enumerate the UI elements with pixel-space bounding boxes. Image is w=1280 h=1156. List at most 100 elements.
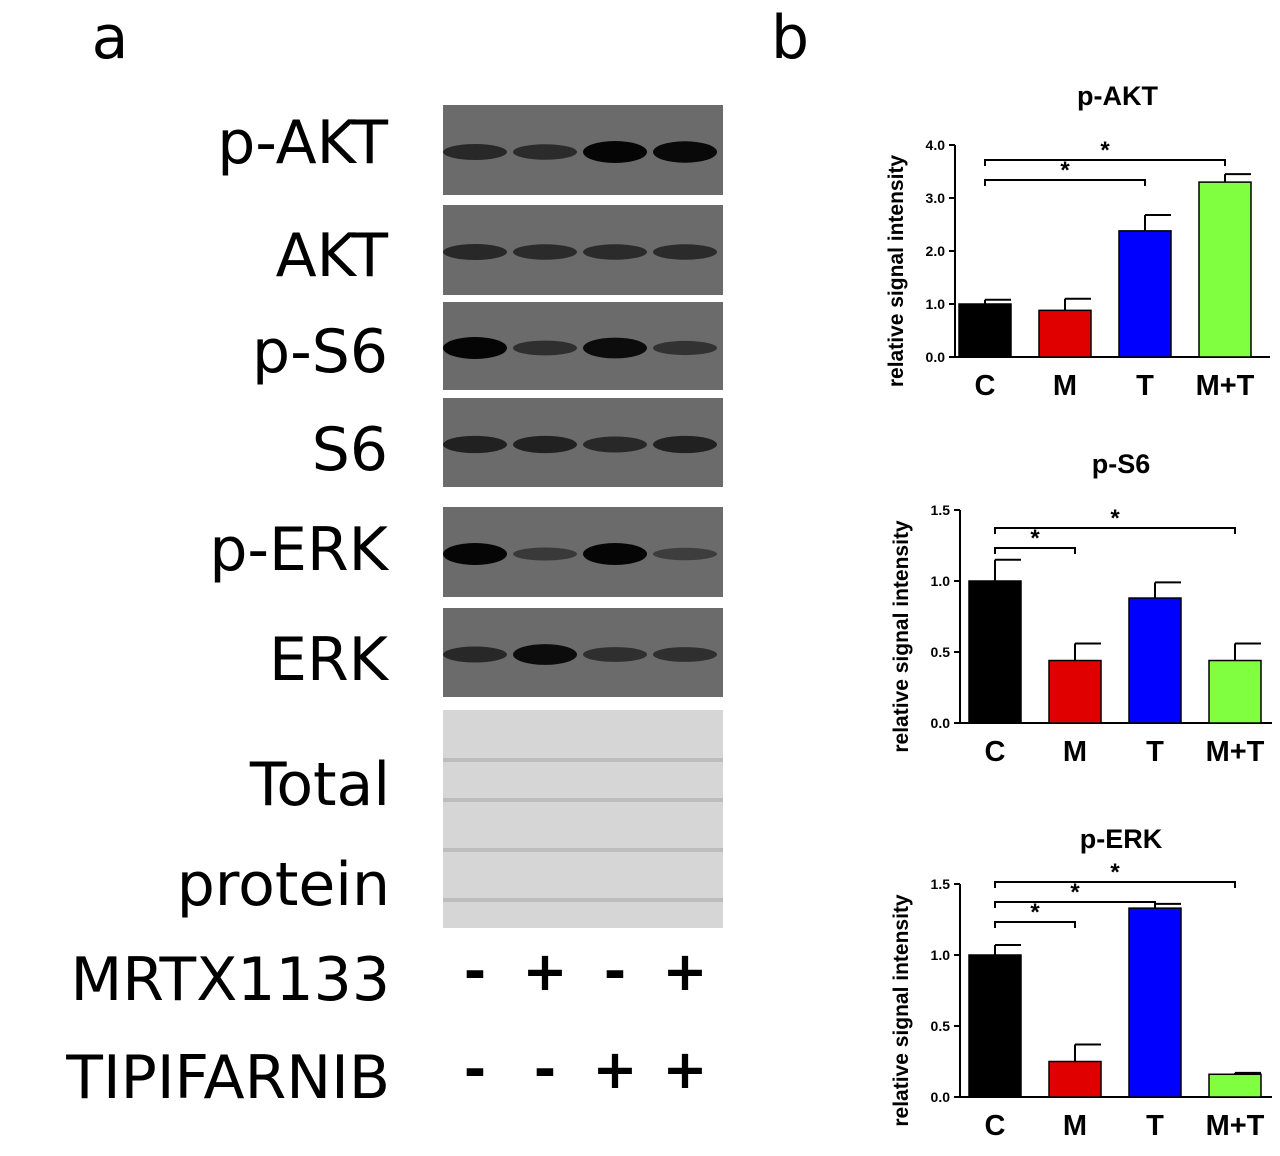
significance-label: * (1100, 137, 1110, 164)
total-protein-blot (443, 710, 723, 928)
blot-band (653, 435, 717, 454)
blot-band (583, 244, 647, 260)
treatment-sign: + (662, 1038, 707, 1101)
treatment-sign: - (534, 1038, 556, 1101)
y-tick-label: 1.0 (931, 947, 951, 963)
y-tick-label: 0.5 (931, 1018, 951, 1034)
blot-band (443, 337, 507, 359)
y-axis-label: relative signal intensity (885, 155, 908, 388)
blot-label: S6 (312, 415, 388, 485)
significance-bracket (994, 881, 1236, 888)
blot-band (443, 543, 507, 565)
blot-band (583, 337, 647, 359)
bar (1048, 659, 1102, 724)
chart-title: p-ERK (1080, 824, 1163, 854)
y-tick-label: 0.0 (931, 715, 951, 731)
y-tick-label: 0.0 (926, 349, 946, 365)
bar (1198, 181, 1252, 358)
y-tick-label: 1.0 (931, 573, 951, 589)
y-tick-label: 1.5 (931, 502, 951, 518)
bar (1128, 907, 1182, 1098)
y-tick-label: 1.0 (926, 296, 946, 312)
treatment-sign: + (662, 940, 707, 1003)
x-tick-label: M+T (1206, 736, 1265, 768)
bar (1128, 597, 1182, 724)
significance-label: * (1110, 859, 1120, 886)
significance-label: * (1030, 899, 1040, 926)
y-axis-label: relative signal intensity (890, 520, 913, 753)
significance-bracket (994, 921, 1076, 928)
blot-band (443, 435, 507, 454)
blot-band (443, 244, 507, 260)
x-tick-label: C (985, 1110, 1006, 1142)
blot-band (583, 543, 647, 565)
blot-band (513, 144, 577, 160)
blot-label: ERK (269, 625, 390, 695)
x-tick-label: M (1063, 736, 1087, 768)
x-tick-label: M (1053, 370, 1077, 402)
blot-label: AKT (276, 221, 389, 291)
total-protein-label: Total protein (176, 750, 390, 920)
significance-bracket (984, 179, 1146, 186)
blot-label: p-ERK (209, 515, 389, 585)
significance-label: * (1070, 879, 1080, 906)
significance-bracket (994, 547, 1076, 554)
x-tick-label: T (1146, 736, 1164, 768)
chart-title: p-AKT (1077, 81, 1158, 111)
blot-band (653, 244, 717, 260)
x-tick-label: M+T (1206, 1110, 1265, 1142)
x-tick-label: C (985, 736, 1006, 768)
x-tick-label: C (975, 370, 996, 402)
y-tick-label: 2.0 (926, 243, 946, 259)
bar (1038, 309, 1092, 358)
x-tick-label: M+T (1196, 370, 1255, 402)
treatment-label: MRTX1133 (70, 945, 390, 1015)
significance-label: * (1060, 157, 1070, 184)
treatment-label: TIPIFARNIB (65, 1043, 390, 1113)
treatment-sign: + (592, 1038, 637, 1101)
x-tick-label: T (1146, 1110, 1164, 1142)
significance-bracket (994, 527, 1236, 534)
significance-label: * (1110, 505, 1120, 532)
y-axis-label: relative signal intensity (890, 894, 913, 1127)
blot-label: p-AKT (217, 108, 388, 178)
y-tick-label: 4.0 (926, 137, 946, 153)
bar (958, 303, 1012, 358)
significance-label: * (1030, 525, 1040, 552)
panel-label: b (771, 3, 809, 73)
blot-band (513, 244, 577, 260)
bar (1208, 1073, 1262, 1098)
blot-band (653, 141, 717, 163)
blot-band (513, 644, 577, 665)
x-tick-label: T (1136, 370, 1154, 402)
blot-band (513, 340, 577, 356)
blot-band (513, 547, 577, 561)
y-tick-label: 0.5 (931, 644, 951, 660)
treatment-sign: + (522, 940, 567, 1003)
blot-band (443, 646, 507, 663)
bar (1208, 659, 1262, 724)
y-tick-label: 0.0 (931, 1089, 951, 1105)
significance-bracket (994, 901, 1156, 908)
treatment-sign: - (604, 940, 626, 1003)
blot-band (513, 435, 577, 454)
blot-band (583, 141, 647, 163)
blot-band (583, 436, 647, 453)
treatment-sign: - (464, 940, 486, 1003)
blot-band (443, 144, 507, 160)
panel-label: a (92, 3, 129, 73)
treatment-sign: - (464, 1038, 486, 1101)
bar (1048, 1060, 1102, 1098)
blot-band (583, 647, 647, 662)
blot-label: p-S6 (252, 317, 388, 387)
x-tick-label: M (1063, 1110, 1087, 1142)
blot-band (653, 647, 717, 662)
y-tick-label: 1.5 (931, 876, 951, 892)
chart-title: p-S6 (1092, 449, 1151, 479)
blot-band (653, 340, 717, 356)
significance-bracket (984, 159, 1226, 166)
y-tick-label: 3.0 (926, 190, 946, 206)
bar (968, 580, 1022, 724)
